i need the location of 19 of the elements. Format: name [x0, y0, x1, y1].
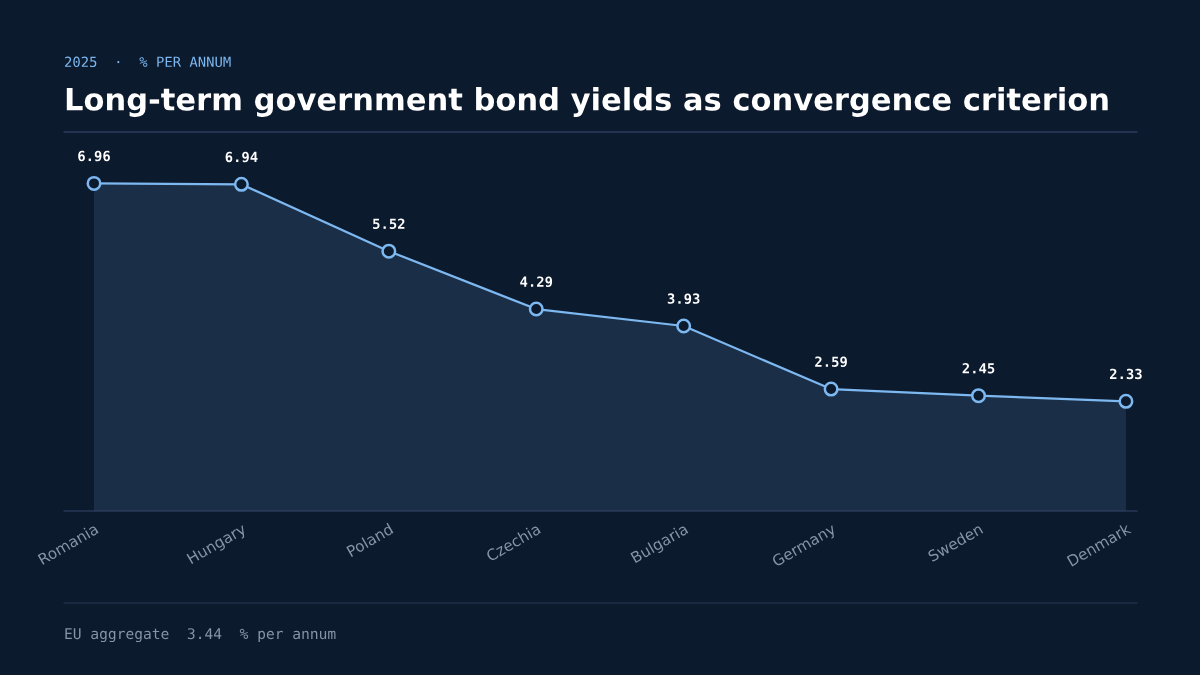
data-label: 5.52 [373, 218, 405, 230]
point [971, 388, 987, 404]
point [233, 176, 249, 192]
point [1118, 393, 1134, 409]
data-label: 2.59 [815, 356, 847, 368]
chart-title: Long-term government bond yields as convergence criterion [66, 87, 1108, 117]
point [676, 318, 692, 334]
text: EU aggregate 3.44 % per annum [65, 628, 336, 643]
data-label: 2.45 [962, 363, 995, 374]
data-label: 4.29 [520, 276, 553, 287]
data-label: 6.96 [78, 150, 110, 162]
point [823, 381, 839, 397]
data-label: 3.93 [667, 293, 700, 304]
point [86, 175, 102, 191]
point [528, 301, 544, 317]
data-label: 6.94 [225, 151, 258, 163]
chart-subtitle: 2025 · % PER ANNUM [65, 56, 231, 68]
data-label: 2.33 [1110, 368, 1142, 380]
point [381, 243, 397, 259]
